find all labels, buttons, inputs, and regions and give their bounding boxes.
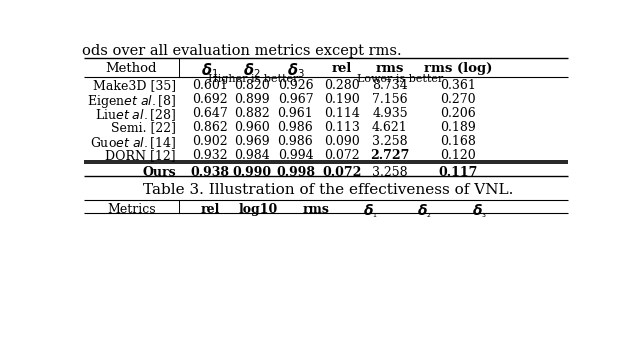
Text: rel: rel — [332, 62, 352, 75]
Text: 0.902: 0.902 — [193, 135, 228, 148]
Text: Liu$\it{et\ al.}$[28]: Liu$\it{et\ al.}$[28] — [95, 107, 176, 123]
Text: 0.113: 0.113 — [324, 121, 360, 134]
Text: $\boldsymbol{\delta}_2$: $\boldsymbol{\delta}_2$ — [243, 62, 261, 80]
Text: 0.647: 0.647 — [193, 107, 228, 120]
Text: Semi. [22]: Semi. [22] — [111, 121, 176, 134]
Text: 0.932: 0.932 — [193, 149, 228, 162]
Text: Metrics: Metrics — [108, 203, 156, 216]
Text: 8.734: 8.734 — [372, 79, 408, 93]
Text: Ours: Ours — [143, 166, 176, 179]
Text: 4.935: 4.935 — [372, 107, 408, 120]
Text: $\boldsymbol{\delta}_3$: $\boldsymbol{\delta}_3$ — [287, 62, 305, 80]
Text: 0.986: 0.986 — [278, 121, 314, 134]
Text: 0.189: 0.189 — [440, 121, 476, 134]
Text: $\boldsymbol{\delta}_₁$: $\boldsymbol{\delta}_₁$ — [363, 203, 378, 220]
Text: $\boldsymbol{\delta}_1$: $\boldsymbol{\delta}_1$ — [202, 62, 219, 80]
Text: 0.072: 0.072 — [324, 149, 360, 162]
Text: Method: Method — [106, 62, 157, 75]
Text: 0.168: 0.168 — [440, 135, 476, 148]
Text: $\boldsymbol{\delta}_₃$: $\boldsymbol{\delta}_₃$ — [472, 203, 486, 220]
Text: log10: log10 — [239, 203, 278, 216]
Text: 0.882: 0.882 — [234, 107, 270, 120]
Text: 0.938: 0.938 — [191, 166, 230, 179]
Text: 0.280: 0.280 — [324, 79, 360, 93]
Text: 0.960: 0.960 — [234, 121, 270, 134]
Text: Table 3. Illustration of the effectiveness of VNL.: Table 3. Illustration of the effectivene… — [143, 183, 513, 197]
Text: 0.969: 0.969 — [234, 135, 270, 148]
Text: 0.270: 0.270 — [440, 93, 476, 106]
Text: 0.862: 0.862 — [193, 121, 228, 134]
Text: 0.090: 0.090 — [324, 135, 360, 148]
Text: 0.926: 0.926 — [278, 79, 313, 93]
Text: 0.899: 0.899 — [234, 93, 270, 106]
Text: 0.984: 0.984 — [234, 149, 270, 162]
Text: 0.961: 0.961 — [278, 107, 314, 120]
Text: 0.998: 0.998 — [276, 166, 315, 179]
Text: Lower is better: Lower is better — [357, 74, 443, 84]
Text: DORN [12]: DORN [12] — [106, 149, 176, 162]
Text: 0.967: 0.967 — [278, 93, 313, 106]
Text: rms: rms — [376, 62, 404, 75]
Text: 0.120: 0.120 — [440, 149, 476, 162]
Text: ods over all evaluation metrics except rms.: ods over all evaluation metrics except r… — [83, 44, 402, 58]
Text: 0.692: 0.692 — [193, 93, 228, 106]
Text: rel: rel — [200, 203, 220, 216]
Text: 0.206: 0.206 — [440, 107, 476, 120]
Text: Higher is better: Higher is better — [207, 74, 298, 84]
Text: rms: rms — [303, 203, 330, 216]
Text: 4.621: 4.621 — [372, 121, 408, 134]
Text: 0.986: 0.986 — [278, 135, 314, 148]
Text: 0.072: 0.072 — [323, 166, 362, 179]
Text: 0.601: 0.601 — [192, 79, 228, 93]
Text: 0.114: 0.114 — [324, 107, 360, 120]
Text: 0.820: 0.820 — [234, 79, 270, 93]
Text: rms (log): rms (log) — [424, 62, 492, 75]
Text: 0.361: 0.361 — [440, 79, 476, 93]
Text: Guo$\it{et\ al.}$[14]: Guo$\it{et\ al.}$[14] — [90, 135, 176, 151]
Text: 3.258: 3.258 — [372, 135, 408, 148]
Text: 3.258: 3.258 — [372, 166, 408, 179]
Text: 0.190: 0.190 — [324, 93, 360, 106]
Text: $\boldsymbol{\delta}_₂$: $\boldsymbol{\delta}_₂$ — [417, 203, 433, 220]
Text: 0.994: 0.994 — [278, 149, 313, 162]
Text: Make3D [35]: Make3D [35] — [93, 79, 176, 93]
Text: 0.117: 0.117 — [438, 166, 478, 179]
Text: Eigen$\it{et\ al.}$[8]: Eigen$\it{et\ al.}$[8] — [87, 93, 176, 110]
Text: 7.156: 7.156 — [372, 93, 408, 106]
Text: 0.990: 0.990 — [232, 166, 271, 179]
Text: 2.727: 2.727 — [371, 149, 410, 162]
